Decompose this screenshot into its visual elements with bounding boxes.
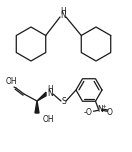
Text: H: H <box>47 85 53 95</box>
Text: OH: OH <box>43 116 55 124</box>
Text: S: S <box>62 97 66 105</box>
Text: OH: OH <box>5 78 17 86</box>
Polygon shape <box>37 92 46 101</box>
Text: N: N <box>60 12 66 21</box>
Text: O: O <box>107 108 112 117</box>
Text: N: N <box>97 105 103 114</box>
Text: H: H <box>60 7 66 17</box>
Text: N: N <box>47 90 53 98</box>
Text: -O: -O <box>84 108 93 117</box>
Polygon shape <box>35 101 39 113</box>
Text: +: + <box>102 104 106 109</box>
